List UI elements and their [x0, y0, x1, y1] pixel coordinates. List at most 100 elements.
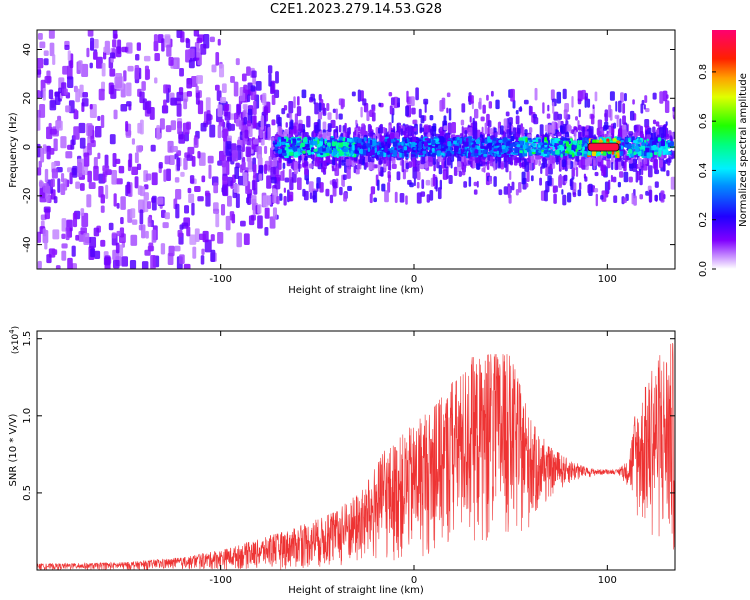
heatmap-cell	[246, 138, 252, 146]
spectrogram-ylabel: Frequency (Hz)	[8, 112, 19, 188]
heatmap-cell	[504, 147, 508, 151]
heatmap-cell	[127, 65, 134, 72]
heatmap-cell	[498, 139, 503, 143]
heatmap-cell	[489, 139, 492, 143]
heatmap-cell	[482, 149, 487, 154]
heatmap-cell	[665, 121, 668, 126]
colorbar-tick-label: 0.6	[698, 113, 709, 129]
heatmap-cell	[52, 249, 58, 256]
heatmap-cell	[151, 229, 157, 243]
heatmap-cell	[177, 121, 182, 135]
heatmap-cell	[470, 95, 474, 104]
heatmap-cell	[55, 265, 61, 269]
heatmap-cell	[598, 140, 603, 143]
heatmap-cell	[496, 143, 500, 146]
heatmap-cell	[558, 175, 563, 188]
heatmap-cell	[447, 122, 452, 135]
heatmap-cell	[453, 166, 458, 176]
heatmap-cell	[526, 170, 530, 182]
heatmap-cell	[401, 152, 405, 159]
heatmap-cell	[372, 146, 375, 150]
heatmap-cell	[446, 92, 451, 98]
heatmap-cell	[628, 176, 633, 183]
heatmap-cell	[448, 108, 452, 121]
heatmap-cell	[551, 157, 556, 164]
heatmap-cell	[206, 113, 212, 125]
heatmap-cell	[66, 65, 73, 80]
heatmap-cell	[667, 157, 671, 166]
heatmap-cell	[297, 96, 300, 106]
heatmap-cell	[581, 156, 586, 169]
heatmap-cell	[376, 155, 379, 161]
heatmap-cell	[493, 127, 497, 133]
heatmap-cell	[493, 137, 497, 142]
heatmap-cell	[659, 159, 664, 167]
heatmap-cell	[620, 140, 624, 143]
heatmap-cell	[583, 150, 587, 154]
heatmap-cell	[524, 150, 528, 154]
heatmap-cell	[421, 179, 425, 189]
heatmap-cell	[577, 98, 582, 105]
heatmap-cell	[53, 196, 58, 204]
heatmap-cell	[200, 43, 207, 55]
heatmap-cell	[57, 178, 61, 193]
heatmap-cell	[134, 176, 139, 189]
heatmap-cell	[549, 164, 553, 170]
heatmap-cell	[147, 216, 152, 228]
heatmap-cell	[247, 94, 251, 103]
heatmap-cell	[160, 243, 166, 255]
heatmap-cell	[509, 170, 512, 180]
heatmap-cell	[558, 140, 564, 145]
heatmap-cell	[458, 149, 461, 155]
heatmap-cell	[271, 94, 276, 105]
heatmap-cell	[170, 97, 178, 106]
heatmap-cell	[109, 134, 116, 145]
heatmap-cell	[585, 156, 591, 167]
heatmap-cell	[207, 155, 214, 164]
heatmap-cell	[619, 171, 624, 178]
heatmap-cell	[367, 147, 371, 152]
heatmap-cell	[342, 141, 347, 147]
heatmap-cell	[258, 165, 264, 174]
heatmap-cell	[530, 175, 534, 182]
heatmap-cell	[67, 50, 71, 61]
heatmap-cell	[200, 255, 205, 265]
heatmap-cell	[313, 140, 318, 146]
heatmap-cell	[136, 145, 143, 153]
heatmap-cell	[439, 136, 444, 142]
heatmap-cell	[419, 123, 423, 134]
heatmap-cell	[401, 142, 404, 146]
heatmap-cell	[550, 89, 555, 101]
heatmap-cell	[528, 150, 533, 156]
heatmap-cell	[94, 126, 102, 138]
heatmap-cell	[327, 112, 332, 120]
heatmap-cell	[288, 151, 294, 156]
heatmap-cell	[147, 201, 152, 210]
heatmap-cell	[94, 250, 101, 260]
heatmap-cell	[48, 30, 55, 39]
snr-panel: -100 0 100 0.5 1.0 1.5 Height of straight lin…	[8, 326, 676, 596]
heatmap-cell	[215, 51, 220, 66]
heatmap-cell	[464, 142, 468, 147]
heatmap-cell	[283, 105, 288, 111]
heatmap-cell	[556, 131, 562, 137]
heatmap-cell	[668, 141, 674, 146]
heatmap-cell	[633, 195, 637, 206]
heatmap-cell	[341, 159, 345, 166]
heatmap-cell	[336, 148, 341, 152]
heatmap-cell	[425, 179, 431, 186]
heatmap-cell	[308, 181, 314, 193]
heatmap-cell	[361, 145, 367, 149]
heatmap-cell	[652, 92, 657, 100]
heatmap-cell	[67, 167, 73, 173]
heatmap-cell	[253, 115, 257, 129]
heatmap-cell	[64, 88, 68, 95]
heatmap-cell	[43, 183, 49, 193]
heatmap-cell	[487, 142, 493, 147]
heatmap-cell	[302, 138, 308, 143]
heatmap-cell	[356, 163, 360, 170]
figure-title: C2E1.2023.279.14.53.G28	[270, 2, 442, 17]
heatmap-cell	[292, 138, 297, 144]
heatmap-cell	[62, 65, 68, 75]
heatmap-cell	[618, 128, 623, 138]
